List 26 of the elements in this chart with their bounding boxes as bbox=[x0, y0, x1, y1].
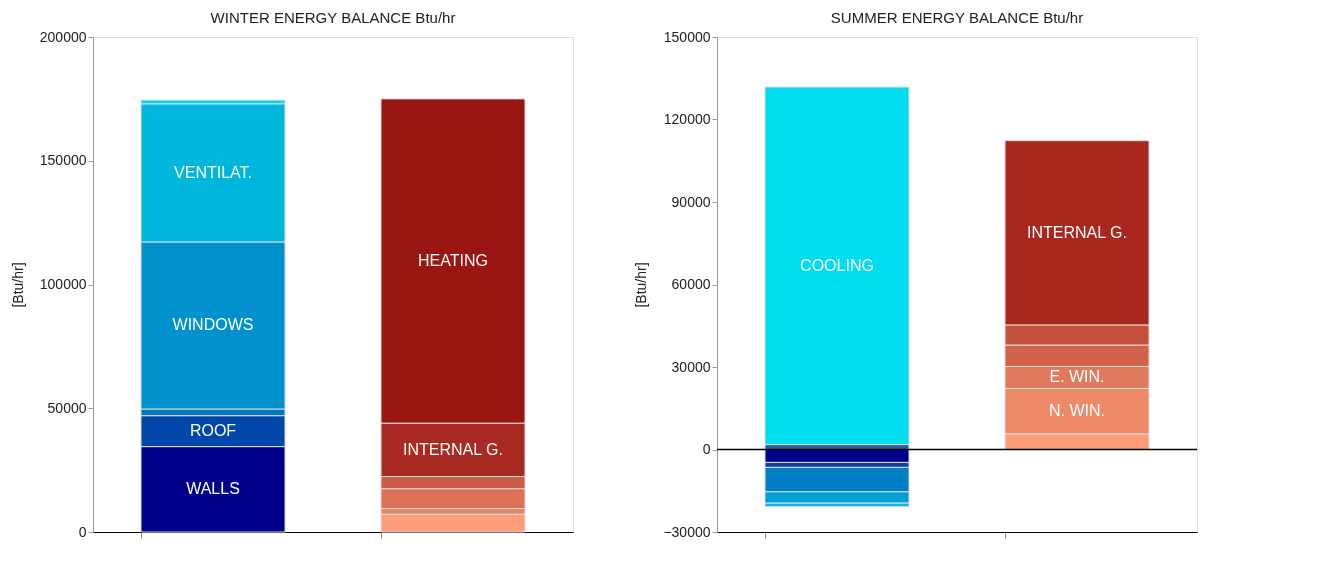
series-label: N. WIN. bbox=[1049, 402, 1105, 420]
series-label: INTERNAL G. bbox=[403, 440, 503, 458]
y-tick-label: 50000 bbox=[47, 399, 87, 416]
series-label: WINDOWS bbox=[172, 316, 254, 334]
y-tick-label: 0 bbox=[702, 441, 711, 457]
y-tick-label: 90000 bbox=[671, 193, 711, 210]
series-label: E. WIN. bbox=[1049, 368, 1105, 386]
series-label: VENTILAT. bbox=[174, 163, 252, 181]
series-label: COOLING bbox=[800, 256, 874, 274]
y-axis-title: [Btu/hr] bbox=[9, 262, 26, 308]
y-tick-label: −30000 bbox=[663, 523, 711, 540]
y-tick-label: 60000 bbox=[671, 276, 711, 292]
series-label: ROOF bbox=[189, 422, 237, 440]
y-tick-label: 30000 bbox=[671, 358, 711, 375]
y-tick-label: 100000 bbox=[39, 276, 87, 292]
y-tick-label: 150000 bbox=[39, 152, 87, 169]
chart-title: SUMMER ENERGY BALANCE Btu/hr bbox=[830, 9, 1084, 26]
y-tick-label: 150000 bbox=[663, 28, 711, 45]
y-tick-label: 120000 bbox=[663, 111, 711, 127]
series-label: WALLS bbox=[186, 480, 240, 498]
y-tick-label: 200000 bbox=[39, 28, 87, 45]
y-axis-title: [Btu/hr] bbox=[633, 262, 650, 308]
chart-title: WINTER ENERGY BALANCE Btu/hr bbox=[210, 9, 456, 26]
y-tick-label: 0 bbox=[78, 523, 87, 540]
series-label: HEATING bbox=[418, 251, 488, 269]
series-label: INTERNAL G. bbox=[1027, 223, 1127, 241]
